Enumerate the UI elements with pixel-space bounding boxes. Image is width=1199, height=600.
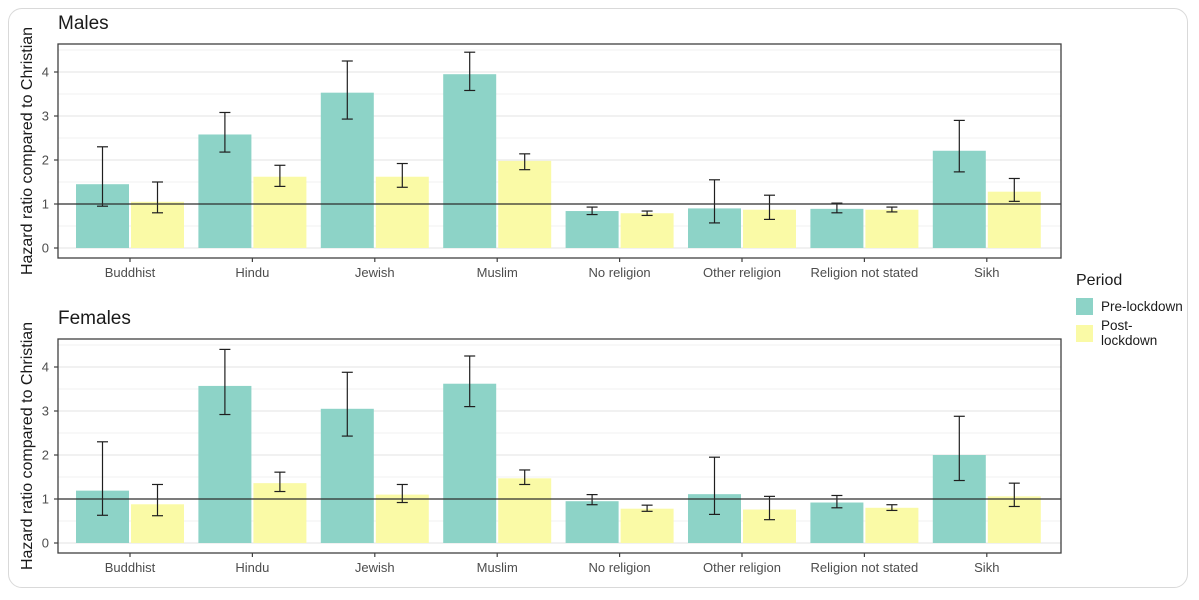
error-bar-pre-lockdown-muslim	[464, 355, 476, 408]
bar-post-lockdown-no-religion	[620, 508, 674, 543]
error-bar-pre-lockdown-no-religion	[586, 206, 598, 216]
y-tick-label: 1	[42, 492, 49, 507]
error-bar-pre-lockdown-other-religion	[709, 456, 720, 516]
x-tick-label-no-religion: No religion	[589, 265, 651, 280]
error-bar-post-lockdown-hindu	[274, 164, 286, 187]
bar-post-lockdown-hindu	[253, 483, 307, 543]
panel-females: 0 1 2 3 4 Buddhist Hindu Jewish Muslim No religio…	[42, 338, 1062, 575]
bar-post-lockdown-religion-not-stated	[865, 209, 919, 248]
bar-post-lockdown-muslim	[498, 478, 552, 543]
y-tick-label: 3	[42, 109, 49, 124]
error-bar-pre-lockdown-hindu	[219, 111, 231, 153]
error-bar-pre-lockdown-jewish	[341, 371, 353, 437]
error-bar-pre-lockdown-jewish	[341, 60, 353, 120]
error-bar-pre-lockdown-muslim	[464, 51, 476, 92]
bar-post-lockdown-no-religion	[620, 213, 674, 248]
bar-pre-lockdown-hindu	[198, 134, 252, 248]
error-bar-post-lockdown-muslim	[519, 469, 531, 486]
legend-title: Period	[1076, 272, 1123, 289]
error-bar-post-lockdown-buddhist	[152, 483, 163, 517]
x-tick-label-muslim: Muslim	[477, 265, 518, 280]
bar-pre-lockdown-religion-not-stated	[810, 208, 864, 248]
error-bar-pre-lockdown-religion-not-stated	[831, 494, 843, 509]
error-bar-pre-lockdown-no-religion	[586, 494, 598, 506]
bar-pre-lockdown-muslim	[443, 74, 497, 248]
x-tick-label-hindu: Hindu	[235, 265, 269, 280]
error-bar-post-lockdown-no-religion	[641, 210, 653, 217]
y-tick-label: 4	[42, 65, 49, 80]
bar-post-lockdown-jewish	[375, 176, 429, 248]
pre-lockdown-swatch	[1076, 298, 1093, 315]
y-tick-label: 2	[42, 153, 49, 168]
figure-card: 0 1 2 3 4 Buddhist Hindu Jewish Muslim No religio…	[8, 8, 1188, 588]
y-axis-title-males: Hazard ratio compared to Christian	[19, 26, 36, 276]
x-tick-label-muslim: Muslim	[477, 560, 518, 575]
error-bar-post-lockdown-buddhist	[152, 181, 163, 214]
y-tick-label: 0	[42, 241, 49, 256]
y-tick-label: 1	[42, 197, 49, 212]
error-bar-pre-lockdown-sikh	[953, 415, 965, 482]
panel-border	[57, 43, 1062, 259]
bar-pre-lockdown-no-religion	[565, 501, 619, 543]
error-bar-post-lockdown-sikh	[1008, 482, 1020, 508]
x-tick-label-buddhist: Buddhist	[105, 560, 156, 575]
error-bar-post-lockdown-religion-not-stated	[886, 504, 898, 512]
error-bar-pre-lockdown-buddhist	[97, 441, 108, 516]
panel-border	[57, 338, 1062, 554]
legend: Period Pre-lockdown Post-lockdown	[1076, 272, 1187, 351]
error-bar-post-lockdown-muslim	[519, 153, 531, 171]
y-tick-label: 2	[42, 448, 49, 463]
x-tick-label-sikh: Sikh	[974, 265, 999, 280]
error-bar-post-lockdown-other-religion	[764, 495, 775, 521]
y-tick-label: 3	[42, 404, 49, 419]
bar-pre-lockdown-no-religion	[565, 211, 619, 248]
y-tick-label: 0	[42, 536, 49, 551]
error-bar-pre-lockdown-buddhist	[97, 146, 108, 207]
bar-pre-lockdown-muslim	[443, 383, 497, 543]
bar-pre-lockdown-religion-not-stated	[810, 502, 864, 543]
legend-label-post-lockdown: Post-lockdown	[1101, 318, 1158, 348]
error-bar-post-lockdown-hindu	[274, 471, 286, 493]
x-tick-label-religion-not-stated: Religion not stated	[811, 265, 919, 280]
error-bar-post-lockdown-jewish	[396, 162, 408, 188]
bar-post-lockdown-religion-not-stated	[865, 507, 919, 543]
x-tick-label-jewish: Jewish	[355, 265, 395, 280]
x-tick-label-other-religion: Other religion	[703, 560, 781, 575]
error-bar-pre-lockdown-religion-not-stated	[831, 202, 843, 214]
legend-label-pre-lockdown: Pre-lockdown	[1101, 299, 1183, 314]
x-tick-label-jewish: Jewish	[355, 560, 395, 575]
error-bar-post-lockdown-religion-not-stated	[886, 206, 898, 213]
error-bar-pre-lockdown-other-religion	[709, 179, 720, 224]
panel-title-females: Females	[58, 308, 131, 329]
error-bar-pre-lockdown-hindu	[219, 348, 231, 416]
y-tick-label: 4	[42, 360, 49, 375]
x-tick-label-hindu: Hindu	[235, 560, 269, 575]
x-tick-label-no-religion: No religion	[589, 560, 651, 575]
legend-item-post-lockdown: Post-lockdown	[1076, 318, 1187, 348]
error-bar-pre-lockdown-sikh	[953, 119, 965, 173]
x-tick-label-sikh: Sikh	[974, 560, 999, 575]
panel-title-males: Males	[58, 13, 109, 34]
x-tick-label-buddhist: Buddhist	[105, 265, 156, 280]
x-tick-label-other-religion: Other religion	[703, 265, 781, 280]
legend-item-pre-lockdown: Pre-lockdown	[1076, 298, 1187, 315]
x-tick-label-religion-not-stated: Religion not stated	[811, 560, 919, 575]
post-lockdown-swatch	[1076, 324, 1093, 342]
error-bar-post-lockdown-other-religion	[764, 194, 775, 220]
panel-males: 0 1 2 3 4 Buddhist Hindu Jewish Muslim No religio…	[42, 43, 1062, 280]
error-bar-post-lockdown-sikh	[1008, 177, 1020, 202]
error-bar-post-lockdown-no-religion	[641, 504, 653, 512]
y-axis-title-females: Hazard ratio compared to Christian	[19, 321, 36, 571]
bar-post-lockdown-hindu	[253, 176, 307, 248]
